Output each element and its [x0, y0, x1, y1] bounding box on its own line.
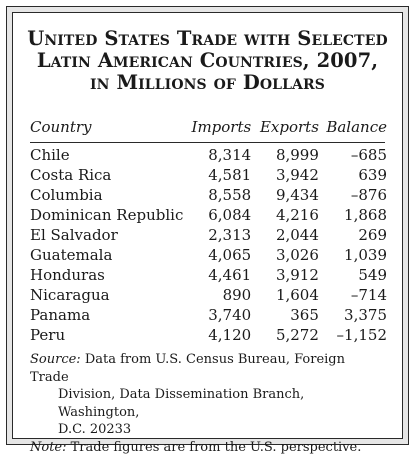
imports-cell: 4,581: [183, 165, 251, 185]
imports-cell: 8,558: [183, 185, 251, 205]
note-label: Note:: [30, 440, 67, 455]
country-cell: Peru: [30, 325, 183, 345]
imports-cell: 8,314: [183, 141, 251, 165]
table-panel: United States Trade with Selected Latin …: [12, 12, 403, 439]
country-cell: Chile: [30, 141, 183, 165]
table-notes: Source: Data from U.S. Census Bureau, Fo…: [30, 351, 385, 456]
perspective-note: Note: Trade figures are from the U.S. pe…: [30, 439, 385, 456]
exports-cell: 3,942: [251, 165, 319, 185]
exports-cell: 3,026: [251, 245, 319, 265]
balance-cell: 549: [319, 265, 387, 285]
country-cell: Nicaragua: [30, 285, 183, 305]
balance-cell: 639: [319, 165, 387, 185]
exports-cell: 1,604: [251, 285, 319, 305]
imports-cell: 4,120: [183, 325, 251, 345]
source-label: Source:: [30, 352, 81, 367]
country-cell: El Salvador: [30, 225, 183, 245]
title-line-2: Latin American Countries, 2007,: [13, 50, 402, 72]
header-country: Country: [30, 117, 183, 141]
balance-cell: –685: [319, 141, 387, 165]
imports-cell: 3,740: [183, 305, 251, 325]
source-text-2: Division, Data Dissemination Branch, Was…: [30, 386, 385, 421]
country-cell: Guatemala: [30, 245, 183, 265]
country-cell: Costa Rica: [30, 165, 183, 185]
exports-cell: 2,044: [251, 225, 319, 245]
source-text-3: D.C. 20233: [30, 421, 385, 439]
balance-cell: –1,152: [319, 325, 387, 345]
title-line-3: in Millions of Dollars: [13, 72, 402, 94]
country-cell: Dominican Republic: [30, 205, 183, 225]
header-row: Country Imports Exports Balance: [30, 117, 387, 141]
exports-cell: 4,216: [251, 205, 319, 225]
exports-cell: 3,912: [251, 265, 319, 285]
imports-cell: 6,084: [183, 205, 251, 225]
country-cell: Honduras: [30, 265, 183, 285]
exports-cell: 9,434: [251, 185, 319, 205]
balance-cell: 1,039: [319, 245, 387, 265]
imports-cell: 4,065: [183, 245, 251, 265]
header-imports: Imports: [183, 117, 251, 141]
balance-cell: –714: [319, 285, 387, 305]
exports-cell: 5,272: [251, 325, 319, 345]
imports-cell: 4,461: [183, 265, 251, 285]
balance-cell: 3,375: [319, 305, 387, 325]
exports-cell: 365: [251, 305, 319, 325]
table-frame: United States Trade with Selected Latin …: [6, 6, 409, 445]
balance-cell: 269: [319, 225, 387, 245]
header-balance: Balance: [319, 117, 387, 141]
country-cell: Panama: [30, 305, 183, 325]
note-text: Trade figures are from the U.S. perspect…: [67, 440, 362, 455]
exports-cell: 8,999: [251, 141, 319, 165]
country-cell: Columbia: [30, 185, 183, 205]
imports-cell: 890: [183, 285, 251, 305]
source-note: Source: Data from U.S. Census Bureau, Fo…: [30, 351, 385, 386]
balance-cell: –876: [319, 185, 387, 205]
imports-cell: 2,313: [183, 225, 251, 245]
balance-cell: 1,868: [319, 205, 387, 225]
title-line-1: United States Trade with Selected: [13, 28, 402, 50]
header-exports: Exports: [251, 117, 319, 141]
table-title: United States Trade with Selected Latin …: [13, 28, 402, 94]
